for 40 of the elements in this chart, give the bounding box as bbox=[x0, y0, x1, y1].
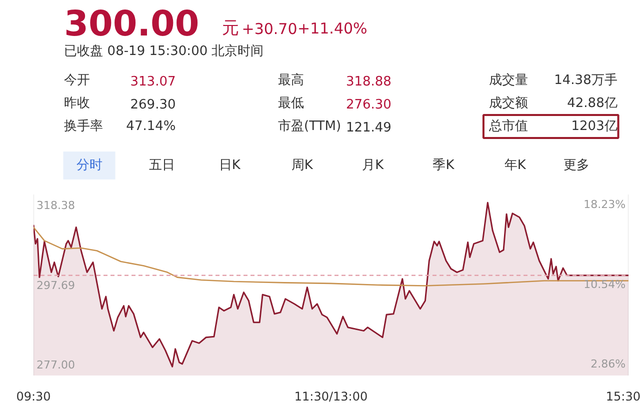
text: 今开 bbox=[64, 73, 90, 88]
text: 成交量 bbox=[489, 72, 528, 88]
text: +30.70 bbox=[242, 20, 298, 38]
text: 276.30 bbox=[346, 98, 392, 112]
text: 换手率 bbox=[64, 118, 104, 134]
text: 47.14% bbox=[126, 119, 176, 134]
text: 周K bbox=[291, 158, 314, 173]
text: 年K bbox=[504, 158, 526, 173]
y2-tick-label: 18.23% bbox=[584, 198, 626, 212]
text: 121.49 bbox=[346, 120, 392, 136]
text: 季K bbox=[432, 158, 455, 173]
y-tick-label: 318.38 bbox=[36, 199, 75, 212]
x-tick-label: 11:30/13:00 bbox=[294, 390, 368, 404]
x-tick-label: 09:30 bbox=[16, 390, 51, 404]
text: 分时 bbox=[76, 158, 102, 173]
text: 最低 bbox=[278, 96, 304, 111]
text: 1203亿 bbox=[571, 119, 618, 134]
text: 最高 bbox=[278, 72, 304, 88]
text: 成交额 bbox=[489, 95, 528, 111]
text: 14.38万手 bbox=[554, 73, 618, 88]
text: 五日 bbox=[148, 158, 175, 173]
text: 总市值 bbox=[488, 119, 528, 134]
text: 318.88 bbox=[346, 74, 392, 90]
chart-title: 300.00 bbox=[64, 4, 200, 44]
text: 更多 bbox=[563, 158, 590, 173]
text: 日K bbox=[218, 158, 241, 173]
y-tick-label: 297.69 bbox=[36, 278, 75, 292]
y2-tick-label: 10.54% bbox=[584, 278, 626, 291]
chart-subtitle: 已收盘 08-19 15:30:00 北京时间 bbox=[64, 44, 264, 59]
x-tick-label: 15:30 bbox=[606, 390, 640, 404]
text: 42.88亿 bbox=[567, 96, 618, 111]
text: 元 bbox=[222, 18, 240, 38]
text: 269.30 bbox=[130, 98, 176, 112]
text: 313.07 bbox=[130, 74, 176, 90]
y-tick-label: 277.00 bbox=[36, 358, 75, 372]
y2-tick-label: 2.86% bbox=[590, 357, 626, 370]
text: 月K bbox=[362, 158, 384, 173]
text: +11.40% bbox=[298, 20, 368, 38]
text: 市盈(TTM) bbox=[278, 119, 342, 134]
text: 昨收 bbox=[64, 96, 90, 111]
